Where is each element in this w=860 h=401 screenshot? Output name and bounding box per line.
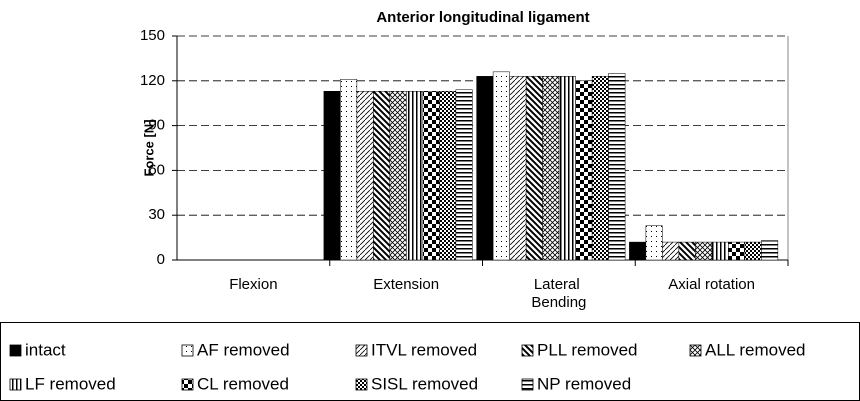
x-tick-label: Lateral Bending xyxy=(531,276,586,311)
y-tick-label: 60 xyxy=(148,161,165,178)
y-tick-label: 150 xyxy=(140,27,165,44)
legend-swatch xyxy=(355,378,368,391)
legend-swatch xyxy=(521,378,534,391)
bar xyxy=(629,241,647,261)
legend-swatch xyxy=(9,344,22,357)
bar xyxy=(439,91,457,261)
legend-swatch xyxy=(181,344,194,357)
legend-swatch xyxy=(521,344,534,357)
legend-label: SISL removed xyxy=(371,374,478,393)
legend-label: NP removed xyxy=(537,374,631,393)
bar xyxy=(744,241,762,261)
bar xyxy=(542,76,560,261)
bar xyxy=(678,241,696,261)
y-tick-label: 90 xyxy=(148,117,165,134)
bar xyxy=(591,76,609,261)
bar xyxy=(356,91,374,261)
legend-swatch xyxy=(355,344,368,357)
legend-swatch xyxy=(9,378,22,391)
legend-swatch xyxy=(181,378,194,391)
x-tick-label: Extension xyxy=(373,276,439,293)
x-tick-label: Flexion xyxy=(229,276,277,293)
legend-label: CL removed xyxy=(197,374,289,393)
bar xyxy=(340,79,358,261)
y-tick-label: 30 xyxy=(148,206,165,223)
legend-label: AF removed xyxy=(197,340,290,359)
bar xyxy=(608,73,626,261)
bar xyxy=(323,91,341,261)
bar xyxy=(695,241,713,261)
y-axis-label: Force [N] xyxy=(141,119,156,176)
bar xyxy=(389,91,407,261)
bar xyxy=(455,89,473,261)
bar xyxy=(711,241,729,261)
bar xyxy=(422,91,440,261)
chart-title: Anterior longitudinal ligament xyxy=(376,9,589,26)
legend-label: intact xyxy=(25,340,66,359)
legend-label: LF removed xyxy=(25,374,116,393)
y-tick-label: 0 xyxy=(157,251,165,268)
bar xyxy=(406,91,424,261)
bar xyxy=(373,91,391,261)
bar xyxy=(662,241,680,261)
bar xyxy=(761,240,779,261)
x-tick-label: Axial rotation xyxy=(668,276,755,293)
bar xyxy=(509,76,527,261)
legend-swatch xyxy=(689,344,702,357)
legend-label: ALL removed xyxy=(705,340,805,359)
y-tick-label: 120 xyxy=(140,72,165,89)
bar xyxy=(575,80,593,261)
legend-label: ITVL removed xyxy=(371,340,477,359)
bar xyxy=(645,225,663,261)
bar xyxy=(492,71,510,261)
bar xyxy=(558,76,576,261)
legend-label: PLL removed xyxy=(537,340,637,359)
bar xyxy=(728,241,746,261)
bar xyxy=(476,76,494,261)
bar xyxy=(525,76,543,261)
